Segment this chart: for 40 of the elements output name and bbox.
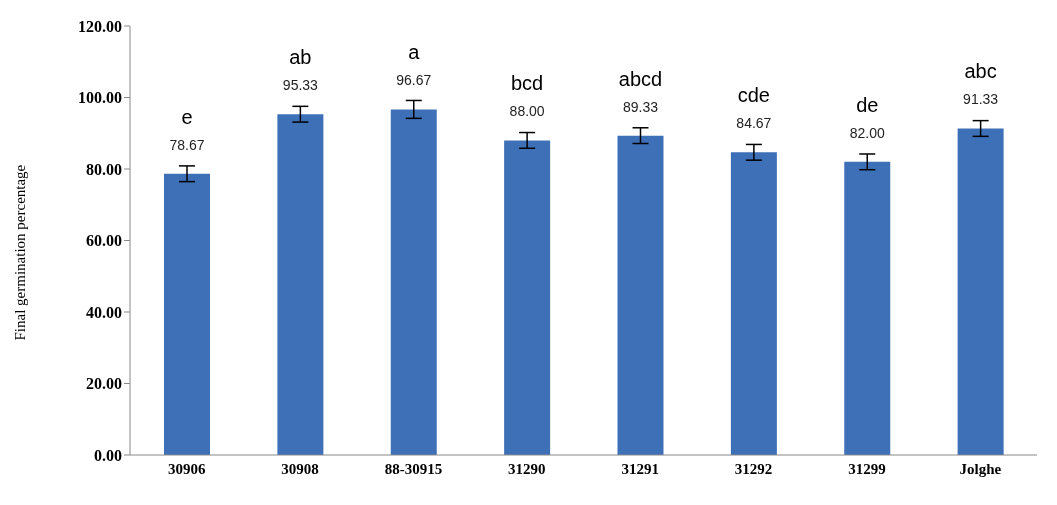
x-tick-label: 88-30915 <box>384 460 443 477</box>
data-label: 96.67 <box>396 72 432 89</box>
y-tick-label: 120.00 <box>78 17 122 35</box>
y-tick-label: 20.00 <box>86 375 122 393</box>
data-label: 95.33 <box>282 77 319 94</box>
y-tick-label: 0.00 <box>94 446 122 464</box>
x-tick-label: 31291 <box>621 460 659 477</box>
bar <box>504 140 551 455</box>
data-label: 82.00 <box>849 124 885 141</box>
y-tick-label: 100.00 <box>78 89 122 107</box>
data-label: 89.33 <box>622 98 659 115</box>
bar <box>390 109 437 455</box>
y-axis-title: Final germination percentage <box>12 164 29 341</box>
x-tick-label: 30908 <box>281 460 319 477</box>
data-label: 84.67 <box>736 115 772 132</box>
annotation: cde <box>737 84 770 107</box>
annotation: abcd <box>618 67 663 90</box>
bar <box>957 128 1004 455</box>
y-tick-label: 40.00 <box>86 303 122 321</box>
x-tick-label: Jolghe <box>959 460 1002 477</box>
bar <box>844 161 891 455</box>
annotation: bcd <box>511 72 544 95</box>
y-tick-label: 60.00 <box>86 232 122 250</box>
x-tick-label: 30906 <box>167 460 206 477</box>
x-tick-label: 31292 <box>734 460 773 477</box>
bar <box>617 135 664 455</box>
annotation: abc <box>964 60 997 83</box>
x-tick-label: 31299 <box>848 460 886 477</box>
data-label: 78.67 <box>169 136 205 153</box>
annotation: ab <box>289 46 312 69</box>
annotation: e <box>181 105 193 128</box>
data-label: 88.00 <box>509 103 545 120</box>
data-label: 91.33 <box>963 91 999 108</box>
bar <box>164 173 210 455</box>
bar <box>730 152 777 455</box>
annotation: de <box>856 93 879 116</box>
y-tick-label: 80.00 <box>86 160 122 178</box>
bar <box>277 114 324 455</box>
x-tick-label: 31290 <box>508 460 546 477</box>
annotation: a <box>408 41 421 64</box>
